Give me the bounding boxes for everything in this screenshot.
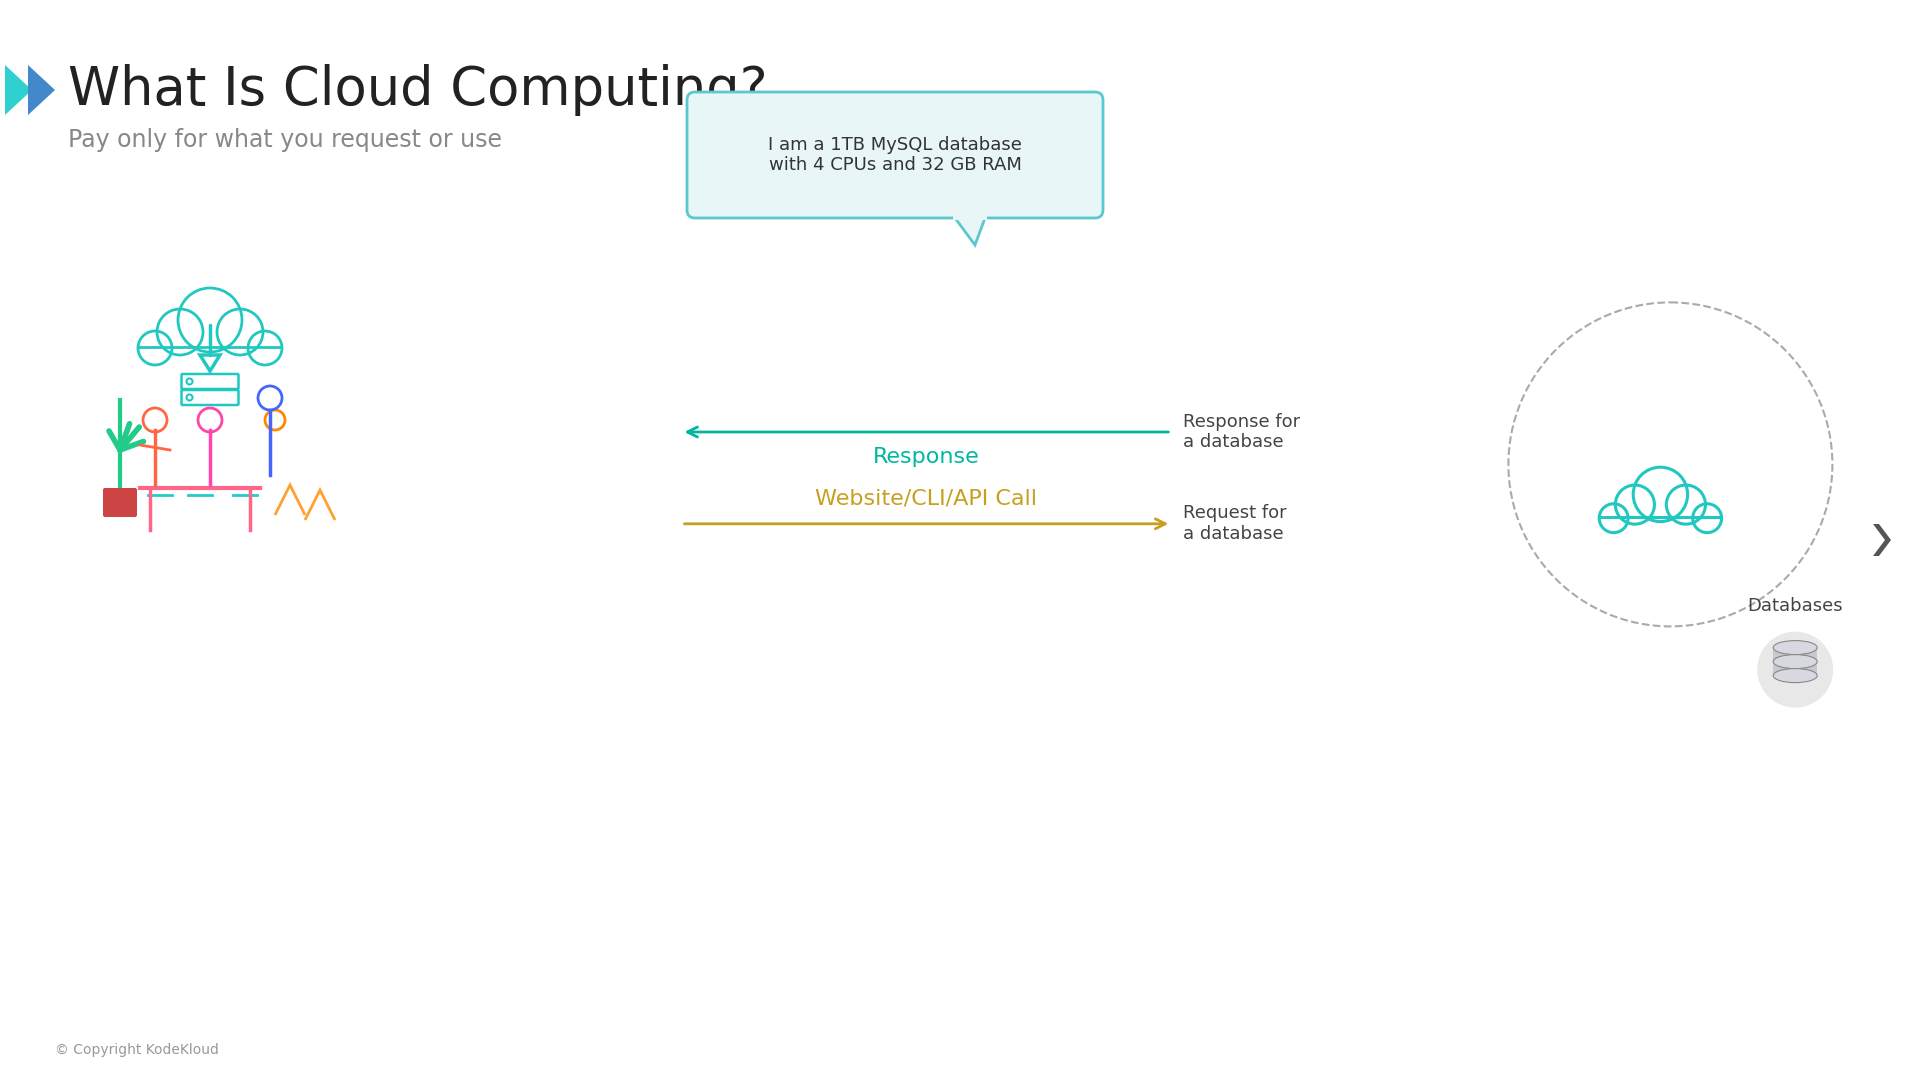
Circle shape [1634,468,1688,522]
Text: Response for
a database: Response for a database [1183,413,1300,451]
Circle shape [1615,485,1655,524]
Bar [1597,516,1722,559]
Bar [952,208,987,220]
Ellipse shape [1774,654,1816,669]
Circle shape [138,330,173,365]
Circle shape [248,330,282,365]
Circle shape [1667,485,1705,524]
Text: Pay only for what you request or use: Pay only for what you request or use [67,129,501,152]
FancyBboxPatch shape [687,92,1102,218]
Circle shape [1757,632,1834,707]
Text: Databases: Databases [1747,596,1843,615]
Circle shape [157,309,204,355]
Circle shape [1599,503,1628,532]
Ellipse shape [1774,640,1816,654]
Polygon shape [29,65,56,114]
Bar [954,210,987,220]
Circle shape [217,309,263,355]
Bar [1774,662,1816,676]
Circle shape [1693,503,1722,532]
Bar [136,346,282,396]
FancyBboxPatch shape [104,488,136,517]
Ellipse shape [1774,669,1816,683]
Text: Website/CLI/API Call: Website/CLI/API Call [816,489,1037,509]
Bar [1774,648,1816,662]
Text: © Copyright KodeKloud: © Copyright KodeKloud [56,1043,219,1057]
Polygon shape [6,65,33,114]
Text: What Is Cloud Computing?: What Is Cloud Computing? [67,64,768,116]
Circle shape [179,288,242,352]
Polygon shape [954,218,985,245]
Text: Request for
a database: Request for a database [1183,504,1286,543]
Text: Response: Response [874,447,979,467]
Polygon shape [1874,524,1891,556]
Text: I am a 1TB MySQL database
with 4 CPUs and 32 GB RAM: I am a 1TB MySQL database with 4 CPUs an… [768,136,1021,174]
